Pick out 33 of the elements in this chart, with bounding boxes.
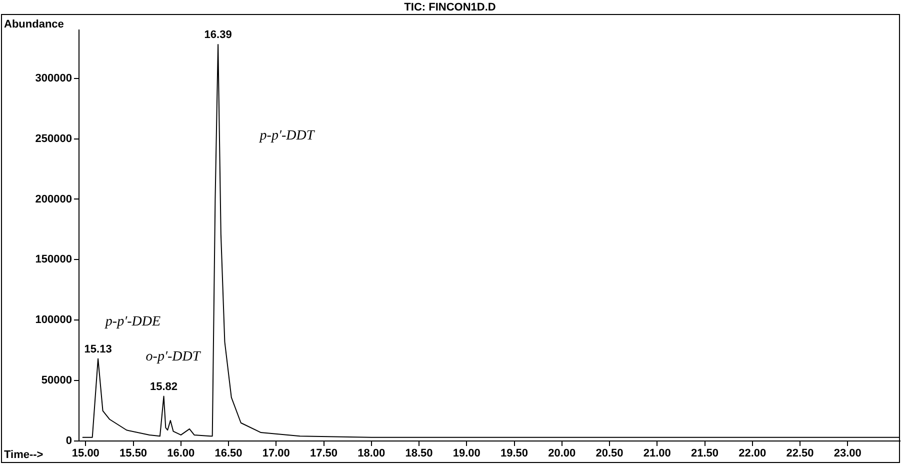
x-tick-label: 19.50 (500, 448, 528, 460)
y-tick-label: 150000 (35, 254, 72, 266)
x-tick-label: 19.00 (452, 448, 480, 460)
annotation: 16.39 (204, 29, 232, 42)
x-tick-label: 17.00 (262, 448, 290, 460)
y-axis-title: Abundance (4, 18, 64, 31)
annotation: o-p′-DDT (146, 350, 202, 365)
x-tick-label: 21.50 (690, 448, 719, 460)
x-tick-label: 18.50 (405, 448, 433, 460)
x-tick-label: 21.00 (643, 448, 671, 460)
x-tick-label: 22.50 (786, 448, 814, 460)
x-tick-label: 17.50 (310, 448, 338, 460)
x-tick-label: 16.50 (214, 448, 242, 460)
y-tick-label: 250000 (35, 132, 72, 145)
x-tick-label: 15.50 (120, 448, 148, 460)
x-tick-label: 18.00 (358, 448, 386, 460)
y-tick-label: 50000 (41, 374, 72, 387)
x-tick-label: 20.00 (548, 448, 576, 460)
x-tick-label: 20.50 (596, 448, 624, 460)
x-tick-label: 23.00 (834, 448, 862, 460)
x-tick-label: 16.00 (167, 448, 195, 460)
y-tick-label: 0 (66, 435, 72, 448)
chart-title: TIC: FINCON1D.D (404, 2, 496, 14)
y-tick-label: 300000 (35, 72, 72, 84)
annotation: p-p′-DDE (104, 314, 162, 330)
annotation: 15.82 (150, 380, 178, 393)
y-tick-label: 100000 (35, 314, 72, 326)
x-tick-label: 15.00 (72, 448, 100, 460)
annotation: 15.13 (84, 343, 112, 356)
x-tick-label: 22.00 (738, 448, 766, 460)
y-tick-label: 200000 (35, 193, 72, 206)
annotation: p-p′-DDT (258, 128, 316, 144)
x-axis-title: Time--> (4, 449, 44, 462)
